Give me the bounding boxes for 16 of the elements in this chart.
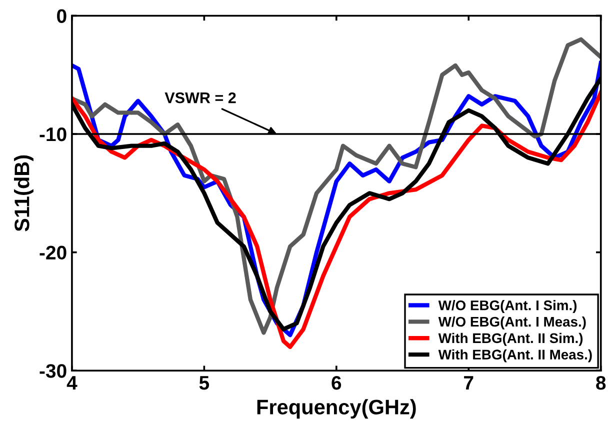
y-tick-label: 0 — [57, 9, 66, 23]
annotation: VSWR = 2 — [164, 92, 236, 104]
legend-label: With EBG(Ant. II Sim.) — [438, 332, 583, 346]
legend-label: With EBG(Ant. II Meas.) — [438, 349, 592, 362]
legend-label: W/O EBG(Ant. I Meas.) — [438, 316, 586, 330]
x-tick-label: 7 — [464, 376, 474, 390]
x-tick-label: 4 — [66, 376, 78, 390]
y-tick-label: -20 — [40, 246, 66, 260]
legend-label: W/O EBG(Ant. I Sim.) — [438, 300, 577, 314]
x-axis-title: Frequency(GHz) — [257, 399, 416, 419]
x-tick-label: 6 — [332, 376, 342, 390]
x-tick-label: 5 — [199, 376, 210, 390]
x-tick-label: 8 — [596, 376, 606, 390]
y-tick-label: -10 — [40, 127, 66, 142]
y-axis-title: S11(dB) — [14, 155, 34, 232]
y-tick-label: -30 — [40, 364, 66, 378]
